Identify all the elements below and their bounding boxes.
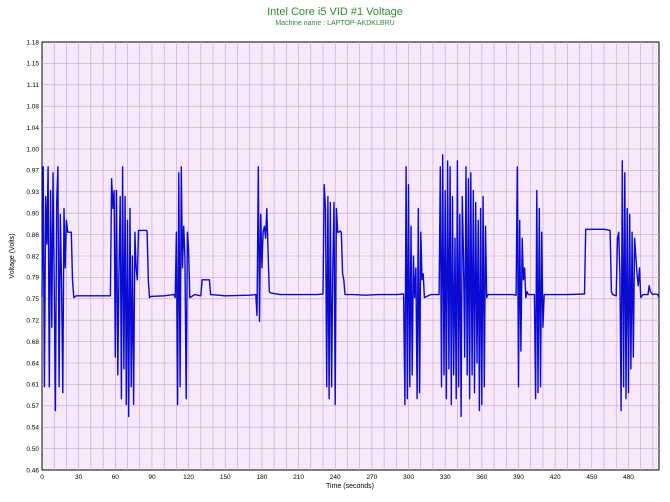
x-tick-label: 300 <box>403 474 414 481</box>
y-tick-label: 0.75 <box>26 296 39 303</box>
x-tick-label: 390 <box>513 474 524 481</box>
x-tick-label: 150 <box>220 474 231 481</box>
y-tick-label: 1.15 <box>26 61 39 68</box>
y-tick-label: 1.04 <box>26 125 39 132</box>
x-tick-label: 330 <box>440 474 451 481</box>
x-tick-label: 450 <box>586 474 597 481</box>
x-tick-label: 420 <box>550 474 561 481</box>
x-tick-label: 480 <box>623 474 634 481</box>
x-tick-label: 210 <box>293 474 304 481</box>
axis-ticks: 0.46 0.50 0.54 0.57 0.61 0.64 0.68 0.72 0.75 0.79… <box>26 39 634 481</box>
y-tick-label: 0.90 <box>26 211 39 218</box>
x-tick-label: 270 <box>366 474 377 481</box>
x-tick-label: 0 <box>40 474 44 481</box>
y-tick-label: 1.18 <box>26 39 39 46</box>
y-tick-label: 0.61 <box>26 382 39 389</box>
x-tick-label: 30 <box>75 474 83 481</box>
y-tick-label: 0.79 <box>26 275 39 282</box>
y-tick-label: 0.46 <box>26 467 39 474</box>
y-tick-label: 0.57 <box>26 403 39 410</box>
x-tick-label: 240 <box>330 474 341 481</box>
y-tick-label: 1.08 <box>26 104 39 111</box>
y-tick-label: 0.64 <box>26 360 39 367</box>
x-tick-label: 60 <box>112 474 120 481</box>
y-tick-label: 0.82 <box>26 253 39 260</box>
chart-title: Intel Core i5 VID #1 Voltage <box>267 6 403 18</box>
y-tick-label: 0.68 <box>26 339 39 346</box>
y-tick-label: 0.50 <box>26 446 39 453</box>
x-axis-label: Time (seconds) <box>326 483 374 490</box>
x-tick-label: 90 <box>148 474 156 481</box>
voltage-series-line <box>41 154 660 418</box>
y-tick-label: 1.11 <box>27 82 40 89</box>
y-tick-label: 0.72 <box>26 318 39 325</box>
y-tick-label: 0.93 <box>26 189 39 196</box>
y-tick-label: 0.86 <box>26 232 39 239</box>
y-tick-label: 0.54 <box>26 425 39 432</box>
x-tick-label: 120 <box>183 474 194 481</box>
chart-subtitle: Machine name : LAPTOP-AKDKLBRU <box>275 20 395 27</box>
x-tick-label: 360 <box>476 474 487 481</box>
x-tick-label: 180 <box>256 474 267 481</box>
y-tick-label: 1.00 <box>26 146 39 153</box>
y-axis-label: Voltage (Volts) <box>9 233 16 278</box>
y-tick-label: 0.97 <box>26 168 39 175</box>
